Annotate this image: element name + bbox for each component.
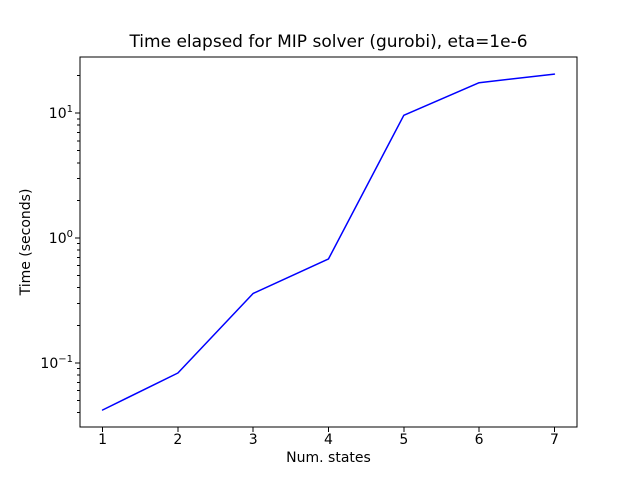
y-tick-label: 101 [49, 104, 73, 122]
x-tick-label: 1 [98, 432, 107, 448]
x-tick-label: 6 [475, 432, 484, 448]
y-tick-label: 100 [49, 229, 73, 247]
x-tick-label: 3 [249, 432, 258, 448]
plot-frame [79, 56, 578, 428]
x-tick-label: 5 [399, 432, 408, 448]
y-tick-label: 10−1 [40, 354, 73, 372]
chart-title: Time elapsed for MIP solver (gurobi), et… [128, 32, 527, 52]
x-tick-label: 4 [324, 432, 333, 448]
plot-group: 1 2 3 4 5 6 7 10−1 100 101 [40, 56, 578, 448]
x-axis-label: Num. states [286, 450, 371, 466]
y-axis-label: Time (seconds) [18, 189, 34, 297]
x-tick-label: 2 [173, 432, 182, 448]
x-tick-label: 7 [550, 432, 559, 448]
data-line [101, 73, 556, 411]
